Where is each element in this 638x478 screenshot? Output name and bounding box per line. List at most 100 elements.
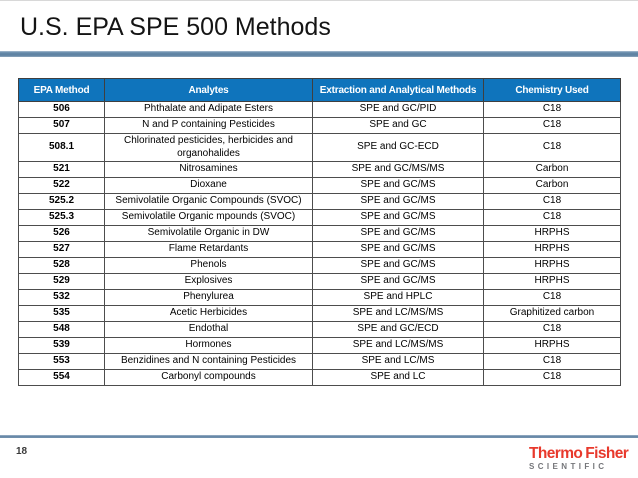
cell-extraction-method: SPE and GC/MS xyxy=(312,273,484,290)
cell-extraction-method: SPE and LC/MS xyxy=(312,353,484,370)
table-row: 532 Phenylurea SPE and HPLC C18 xyxy=(18,289,621,306)
cell-chemistry-used: Carbon xyxy=(483,177,621,194)
cell-analytes: Chlorinated pesticides, herbicides and o… xyxy=(104,133,313,162)
cell-chemistry-used: C18 xyxy=(483,321,621,338)
cell-chemistry-used: Graphitized carbon xyxy=(483,305,621,322)
logo-fisher: Fisher xyxy=(585,445,629,462)
cell-epa-method: 529 xyxy=(18,273,105,290)
cell-epa-method: 554 xyxy=(18,369,105,386)
cell-analytes: Endothal xyxy=(104,321,313,338)
table-row: 554 Carbonyl compounds SPE and LC C18 xyxy=(18,369,621,386)
logo-thermo: Thermo xyxy=(529,445,583,462)
cell-chemistry-used: HRPHS xyxy=(483,257,621,274)
table-row: 508.1 Chlorinated pesticides, herbicides … xyxy=(18,133,621,162)
cell-extraction-method: SPE and GC/MS xyxy=(312,225,484,242)
cell-analytes: Flame Retardants xyxy=(104,241,313,258)
cell-chemistry-used: HRPHS xyxy=(483,337,621,354)
methods-table: EPA Method Analytes Extraction and Analyti… xyxy=(18,78,621,386)
cell-analytes: Semivolatile Organic Compounds (SVOC) xyxy=(104,193,313,210)
cell-analytes: Semivolatile Organic mpounds (SVOC) xyxy=(104,209,313,226)
cell-extraction-method: SPE and LC/MS/MS xyxy=(312,305,484,322)
cell-analytes: Carbonyl compounds xyxy=(104,369,313,386)
cell-epa-method: 506 xyxy=(18,101,105,118)
cell-analytes: Dioxane xyxy=(104,177,313,194)
cell-epa-method: 508.1 xyxy=(18,133,105,162)
table-row: 507 N and P containing Pesticides SPE and … xyxy=(18,117,621,134)
cell-epa-method: 528 xyxy=(18,257,105,274)
cell-extraction-method: SPE and GC/MS/MS xyxy=(312,161,484,178)
page-number: 18 xyxy=(16,446,28,457)
column-header-epa-method: EPA Method xyxy=(18,78,105,102)
table-row: 525.3 Semivolatile Organic mpounds (SVOC)… xyxy=(18,209,621,226)
cell-analytes: Phthalate and Adipate Esters xyxy=(104,101,313,118)
table-row: 548 Endothal SPE and GC/ECD C18 xyxy=(18,321,621,338)
cell-analytes: Explosives xyxy=(104,273,313,290)
cell-analytes: Benzidines and N containing Pesticides xyxy=(104,353,313,370)
cell-extraction-method: SPE and GC xyxy=(312,117,484,134)
cell-epa-method: 535 xyxy=(18,305,105,322)
cell-epa-method: 539 xyxy=(18,337,105,354)
column-header-chemistry-used: Chemistry Used xyxy=(483,78,621,102)
cell-chemistry-used: C18 xyxy=(483,193,621,210)
cell-epa-method: 525.3 xyxy=(18,209,105,226)
table-row: 539 Hormones SPE and LC/MS/MS HRPHS xyxy=(18,337,621,354)
cell-epa-method: 522 xyxy=(18,177,105,194)
cell-chemistry-used: HRPHS xyxy=(483,241,621,258)
cell-extraction-method: SPE and LC/MS/MS xyxy=(312,337,484,354)
cell-epa-method: 526 xyxy=(18,225,105,242)
table-header-row: EPA Method Analytes Extraction and Analyti… xyxy=(18,78,621,102)
cell-analytes: Nitrosamines xyxy=(104,161,313,178)
cell-extraction-method: SPE and GC/MS xyxy=(312,257,484,274)
cell-chemistry-used: C18 xyxy=(483,209,621,226)
column-header-analytes: Analytes xyxy=(104,78,313,102)
table-row: 506 Phthalate and Adipate Esters SPE and G… xyxy=(18,101,621,118)
table-row: 527 Flame Retardants SPE and GC/MS HRPHS xyxy=(18,241,621,258)
cell-epa-method: 532 xyxy=(18,289,105,306)
cell-analytes: Semivolatile Organic in DW xyxy=(104,225,313,242)
cell-chemistry-used: HRPHS xyxy=(483,225,621,242)
cell-chemistry-used: C18 xyxy=(483,133,621,162)
table-row: 528 Phenols SPE and GC/MS HRPHS xyxy=(18,257,621,274)
cell-extraction-method: SPE and GC/MS xyxy=(312,241,484,258)
cell-epa-method: 548 xyxy=(18,321,105,338)
cell-chemistry-used: HRPHS xyxy=(483,273,621,290)
footer-divider xyxy=(0,435,638,438)
cell-epa-method: 525.2 xyxy=(18,193,105,210)
table-row: 521 Nitrosamines SPE and GC/MS/MS Carbon xyxy=(18,161,621,178)
cell-epa-method: 553 xyxy=(18,353,105,370)
cell-analytes: Phenylurea xyxy=(104,289,313,306)
title-divider xyxy=(0,51,638,57)
cell-analytes: N and P containing Pesticides xyxy=(104,117,313,134)
cell-analytes: Acetic Herbicides xyxy=(104,305,313,322)
cell-extraction-method: SPE and GC/MS xyxy=(312,177,484,194)
cell-extraction-method: SPE and GC/PID xyxy=(312,101,484,118)
cell-analytes: Hormones xyxy=(104,337,313,354)
cell-epa-method: 521 xyxy=(18,161,105,178)
table-row: 535 Acetic Herbicides SPE and LC/MS/MS Grap… xyxy=(18,305,621,322)
cell-chemistry-used: C18 xyxy=(483,369,621,386)
cell-chemistry-used: C18 xyxy=(483,117,621,134)
cell-extraction-method: SPE and GC-ECD xyxy=(312,133,484,162)
table-row: 529 Explosives SPE and GC/MS HRPHS xyxy=(18,273,621,290)
cell-chemistry-used: C18 xyxy=(483,289,621,306)
logo-brand-text: Thermo Fisher xyxy=(529,445,629,462)
cell-extraction-method: SPE and HPLC xyxy=(312,289,484,306)
table-row: 525.2 Semivolatile Organic Compounds (SVO… xyxy=(18,193,621,210)
cell-chemistry-used: C18 xyxy=(483,353,621,370)
page-title: U.S. EPA SPE 500 Methods xyxy=(20,13,331,41)
cell-chemistry-used: Carbon xyxy=(483,161,621,178)
cell-epa-method: 507 xyxy=(18,117,105,134)
column-header-extraction-method: Extraction and Analytical Methods xyxy=(312,78,484,102)
cell-extraction-method: SPE and GC/MS xyxy=(312,193,484,210)
cell-epa-method: 527 xyxy=(18,241,105,258)
table-body: 506 Phthalate and Adipate Esters SPE and G… xyxy=(18,101,621,386)
thermofisher-logo: Thermo Fisher SCIENTIFIC xyxy=(529,445,629,471)
cell-analytes: Phenols xyxy=(104,257,313,274)
cell-extraction-method: SPE and GC/MS xyxy=(312,209,484,226)
table-row: 553 Benzidines and N containing Pesticide… xyxy=(18,353,621,370)
logo-scientific-text: SCIENTIFIC xyxy=(529,462,608,471)
table-row: 526 Semivolatile Organic in DW SPE and GC/… xyxy=(18,225,621,242)
cell-extraction-method: SPE and GC/ECD xyxy=(312,321,484,338)
cell-chemistry-used: C18 xyxy=(483,101,621,118)
